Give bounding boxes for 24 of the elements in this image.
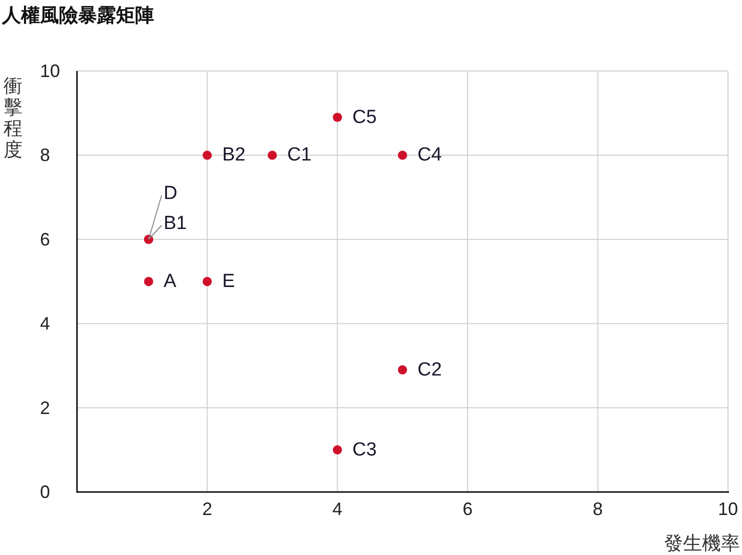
y-tick-label: 10 xyxy=(40,61,60,81)
x-axis-title: 發生機率 xyxy=(664,532,740,554)
y-tick-label: 6 xyxy=(40,229,50,250)
annotation: E xyxy=(222,271,235,292)
x-tick-label: 6 xyxy=(462,499,473,519)
annotation: B1 xyxy=(164,212,187,234)
annotation: C3 xyxy=(352,439,377,460)
annotation: C2 xyxy=(418,359,442,380)
annotation: D xyxy=(164,182,178,204)
y-axis-title: 衝擊程度 xyxy=(4,76,22,161)
x-tick-label: 4 xyxy=(332,499,342,519)
y-tick-label: 2 xyxy=(40,398,50,418)
x-tick-label: 2 xyxy=(202,499,212,519)
chart-title: 人權風險暴露矩陣 xyxy=(1,6,154,26)
annotation: C1 xyxy=(287,144,312,166)
annotation: B2 xyxy=(222,144,246,166)
y-tick-label: 8 xyxy=(40,145,50,166)
x-tick-label: 10 xyxy=(718,499,738,519)
annotation: C5 xyxy=(352,106,377,128)
y-tick-label: 4 xyxy=(40,314,50,334)
x-tick-label: 8 xyxy=(592,499,603,519)
annotation: A xyxy=(164,271,177,292)
y-tick-label: 0 xyxy=(40,482,50,502)
annotation: C4 xyxy=(418,144,442,166)
